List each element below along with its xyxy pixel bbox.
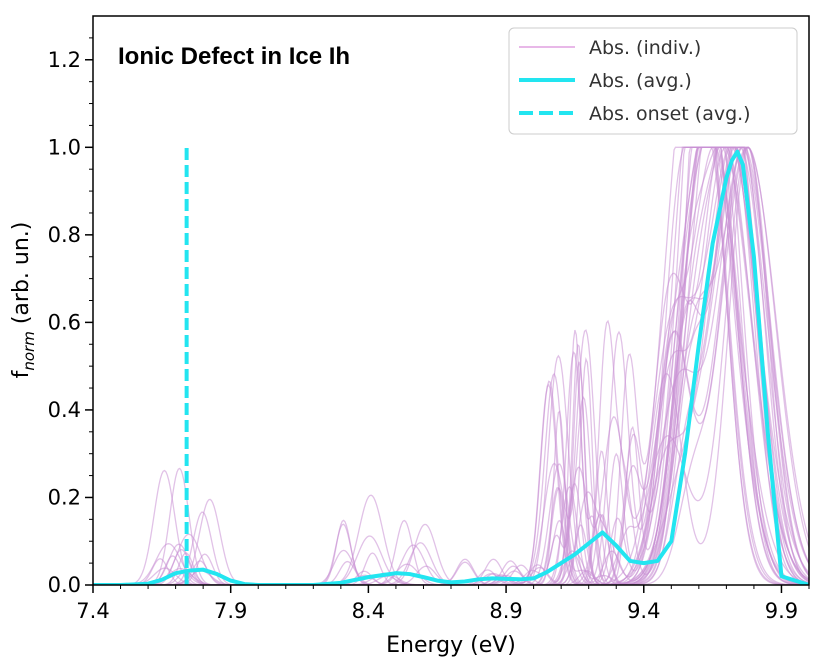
y-tick-label: 0.0	[48, 573, 81, 597]
legend: Abs. (indiv.) Abs. (avg.) Abs. onset (av…	[508, 27, 798, 135]
legend-label-avg: Abs. (avg.)	[589, 70, 692, 92]
chart-title: Ionic Defect in Ice Ih	[118, 43, 350, 70]
y-axis-label-suffix: (arb. un.)	[9, 222, 34, 332]
indiv-trace	[93, 146, 809, 585]
y-tick-label: 1.0	[48, 135, 81, 159]
y-tick-label: 0.2	[48, 485, 81, 509]
x-tick-label: 9.4	[627, 599, 660, 623]
axis-ticks: 7.4 7.9 8.4 8.9 9.4 9.9 0.0 0.2 0.4 0.6 0.8 1.0 1.2	[48, 37, 810, 623]
indiv-trace	[93, 146, 809, 585]
indiv-trace	[93, 146, 809, 585]
indiv-trace	[93, 146, 809, 585]
indiv-trace	[93, 146, 809, 585]
indiv-trace	[93, 146, 809, 585]
legend-label-onset: Abs. onset (avg.)	[589, 103, 751, 125]
indiv-trace	[93, 146, 809, 585]
y-tick-label: 0.6	[48, 310, 81, 334]
x-tick-label: 7.4	[76, 599, 109, 623]
x-tick-label: 8.9	[489, 599, 522, 623]
y-tick-label: 0.8	[48, 223, 81, 247]
indiv-trace	[93, 146, 809, 585]
y-tick-label: 1.2	[48, 48, 81, 72]
legend-box	[508, 27, 798, 135]
indiv-trace	[93, 146, 809, 585]
x-tick-label: 8.4	[352, 599, 385, 623]
average-traces	[93, 147, 809, 585]
avg-line	[93, 149, 809, 585]
y-axis-label-subscript: norm	[20, 331, 38, 370]
indiv-trace	[93, 146, 809, 585]
y-tick-label: 0.4	[48, 398, 81, 422]
x-axis-label: Energy (eV)	[386, 633, 516, 658]
y-axis-label-base: f	[9, 369, 34, 378]
x-tick-label: 7.9	[214, 599, 247, 623]
indiv-trace	[93, 146, 809, 585]
indiv-trace	[93, 146, 809, 585]
y-axis-label: fnorm (arb. un.)	[9, 222, 38, 379]
indiv-trace	[93, 146, 809, 585]
x-tick-label: 9.9	[765, 599, 798, 623]
indiv-trace	[93, 146, 809, 585]
indiv-trace	[93, 146, 809, 585]
legend-label-indiv: Abs. (indiv.)	[589, 37, 701, 59]
